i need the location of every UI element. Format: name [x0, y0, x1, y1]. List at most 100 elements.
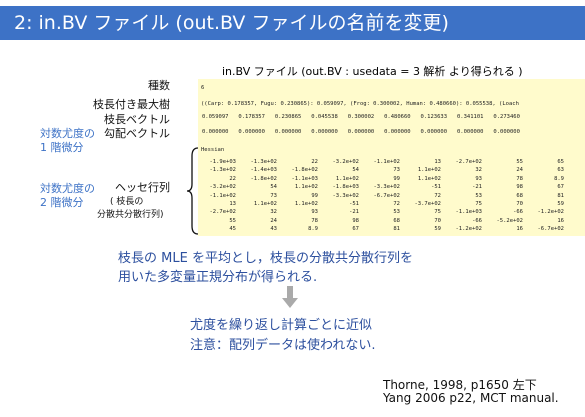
- matrix-cell: 1.1e+02: [294, 201, 318, 207]
- matrix-cell: 22: [311, 159, 318, 165]
- matrix-cell: 13: [434, 159, 441, 165]
- matrix-cell: -51: [431, 184, 441, 191]
- matrix-cell: 75: [434, 209, 441, 216]
- matrix-cell: 68: [516, 192, 523, 199]
- matrix-cell: 13: [229, 201, 236, 207]
- reference: Thorne, 1998, p1650 左下: [383, 378, 537, 392]
- matrix-cell: 16: [557, 217, 564, 224]
- note: 対数尤度の: [40, 127, 95, 140]
- matrix-cell: 45: [229, 226, 236, 233]
- matrix-cell: 99: [393, 175, 400, 182]
- matrix-cell: -1.1e+02: [373, 159, 401, 165]
- file-content: 6 ((Carp: 0.178357, Fugu: 0.230865): 0.05…: [198, 79, 585, 236]
- matrix-cell: -1.1e+03: [455, 209, 483, 216]
- matrix-cell: 55: [516, 159, 523, 165]
- matrix-cell: -3.2e+02: [332, 159, 360, 165]
- matrix-cell: 78: [311, 217, 318, 224]
- matrix-cell: -66: [472, 217, 482, 224]
- matrix-cell: -66: [513, 209, 523, 216]
- body-text: 枝長の MLE を平均とし，枝長の分散共分散行列を: [118, 251, 413, 266]
- matrix-cell: 53: [475, 192, 482, 199]
- matrix-cell: -1.1e+02: [209, 192, 237, 199]
- matrix-cell: 98: [352, 217, 359, 224]
- body-text: 用いた多変量正規分布が得られる.: [118, 270, 318, 285]
- matrix-cell: 72: [393, 201, 400, 207]
- matrix-cell: 1.1e+02: [417, 167, 441, 174]
- matrix-cell: 59: [434, 226, 441, 233]
- matrix-cell: 68: [393, 217, 400, 224]
- matrix-cell: 81: [393, 226, 400, 233]
- matrix-cell: 59: [557, 201, 564, 207]
- arrow: [282, 286, 298, 308]
- body-text: 尤度を繰り返し計算ごとに近似: [190, 318, 373, 333]
- matrix-cell: 1.1e+02: [417, 175, 441, 182]
- row-label: 勾配ベクトル: [104, 127, 170, 140]
- file-line: 6: [201, 85, 205, 91]
- matrix-cell: 98: [516, 184, 523, 191]
- reference: Yang 2006 p22, MCT manual.: [383, 391, 559, 405]
- note: 1 階微分: [40, 141, 84, 154]
- matrix-cell: 1.1e+02: [294, 184, 318, 191]
- matrix-cell: 67: [557, 184, 564, 191]
- matrix-cell: -1.1e+03: [291, 175, 319, 182]
- matrix-cell: 16: [516, 226, 523, 233]
- body-text: 注意：配列データは使われない.: [190, 338, 376, 353]
- matrix-cell: 55: [229, 217, 236, 224]
- matrix-cell: -2.7e+02: [209, 209, 237, 216]
- matrix-cell: -1.4e+03: [250, 167, 278, 174]
- matrix-cell: 70: [434, 217, 441, 224]
- file-line: Hessian: [201, 147, 225, 153]
- matrix-cell: 65: [557, 159, 564, 165]
- matrix-cell: -1.2e+02: [537, 209, 565, 216]
- matrix-cell: -3.3e+02: [373, 184, 401, 191]
- matrix-cell: -5.2e+02: [496, 217, 524, 224]
- matrix-cell: 99: [311, 192, 318, 199]
- note: 対数尤度の: [40, 182, 95, 195]
- matrix-cell: 1.1e+02: [335, 175, 359, 182]
- matrix-cell: -1.2e+02: [455, 226, 483, 233]
- matrix-cell: 24: [270, 217, 277, 224]
- row-label: 枝長ベクトル: [104, 113, 170, 126]
- file-line: 0.000000 0.000000 0.000000 0.000000 0.00…: [202, 129, 520, 135]
- matrix-cell: 8.9: [554, 175, 564, 182]
- matrix-cell: 93: [475, 175, 482, 182]
- matrix-cell: -1.3e+02: [209, 167, 237, 174]
- matrix-cell: 72: [434, 192, 441, 199]
- matrix-cell: 1.1e+02: [253, 201, 277, 207]
- file-line: ((Carp: 0.178357, Fugu: 0.230865): 0.059…: [201, 101, 519, 107]
- matrix-cell: -1.9e+03: [209, 159, 237, 165]
- matrix-cell: -21: [472, 184, 482, 191]
- row-label: 種数: [148, 79, 170, 92]
- matrix-cell: 22: [229, 175, 236, 182]
- matrix-cell: 54: [270, 184, 277, 191]
- file-caption: in.BV ファイル (out.BV : usedata = 3 解析 より得ら…: [222, 65, 523, 78]
- matrix-cell: 73: [393, 167, 400, 174]
- matrix-cell: -3.7e+02: [414, 201, 442, 207]
- matrix-cell: -1.8e+03: [332, 184, 360, 191]
- matrix-cell: 70: [516, 201, 523, 207]
- file-line: 0.059097 0.178357 0.230865 0.045538 0.30…: [202, 114, 520, 120]
- row-label: 分散共分散行列): [97, 210, 164, 220]
- matrix-cell: -51: [349, 201, 359, 207]
- matrix-cell: -21: [349, 209, 359, 216]
- matrix-cell: -6.7e+02: [537, 226, 565, 233]
- matrix-cell: -1.3e+02: [250, 159, 278, 165]
- matrix-cell: 75: [475, 201, 482, 207]
- matrix-cell: 53: [393, 209, 400, 216]
- matrix-cell: 8.9: [308, 226, 318, 233]
- matrix-cell: 32: [270, 209, 277, 216]
- row-label: 枝長付き最大樹: [93, 98, 170, 111]
- matrix-cell: 32: [475, 167, 482, 174]
- matrix-cell: 43: [270, 226, 277, 233]
- matrix-cell: -3.2e+02: [209, 184, 237, 191]
- matrix-cell: -1.8e+02: [250, 175, 278, 182]
- slide-title: 2: in.BV ファイル (out.BV ファイルの名前を変更): [0, 6, 585, 40]
- matrix-cell: 93: [311, 209, 318, 216]
- row-label: ヘッセ行列: [115, 181, 170, 194]
- matrix-cell: 24: [516, 167, 523, 174]
- matrix-cell: -6.7e+02: [373, 192, 401, 199]
- matrix-cell: 81: [557, 192, 564, 199]
- matrix-cell: -1.8e+02: [291, 167, 319, 174]
- matrix-cell: -3.3e+02: [332, 192, 360, 199]
